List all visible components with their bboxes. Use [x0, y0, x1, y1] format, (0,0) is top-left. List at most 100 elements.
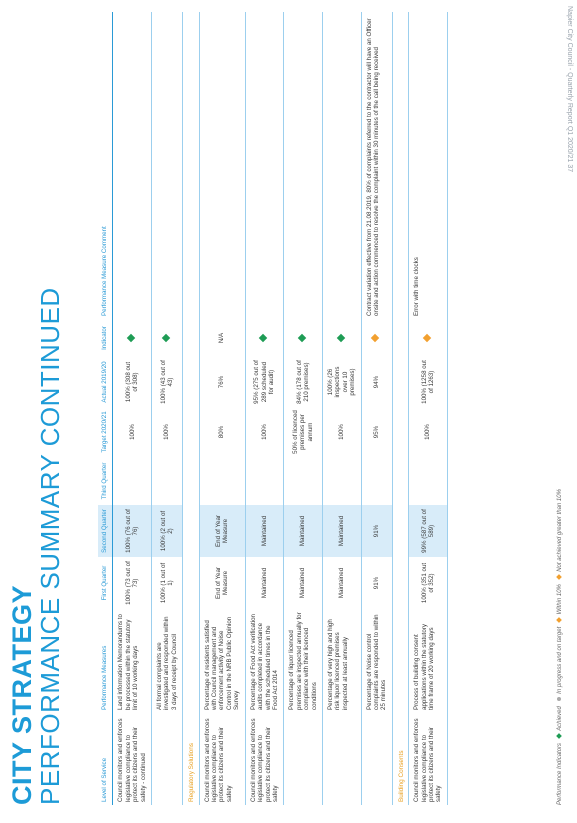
cell-q2: Maintained	[245, 505, 284, 557]
table-row: Council monitors and enforces legislativ…	[408, 12, 448, 805]
cell-indicator	[408, 319, 448, 357]
cell-actual: 100% (308 out of 308)	[112, 357, 152, 407]
cell-measure: Percentage of very high and high risk li…	[322, 609, 362, 713]
cell-measure: Percentage of residents satisfied with C…	[199, 609, 246, 713]
cell-q1: End of Year Measure	[199, 557, 246, 609]
achieved-diamond-icon	[259, 333, 268, 343]
table-row: All formal complaints are investigated a…	[151, 12, 183, 805]
cell-actual: 100% (26 inspections over 10 premises)	[322, 357, 362, 407]
cell-q2: 100% (2 out of 2)	[151, 505, 183, 557]
within-diamond-icon	[422, 333, 432, 343]
col-comment: Performance Measure Comment	[98, 12, 113, 319]
legend-label: Performance Indicators	[557, 742, 563, 805]
cell-indicator	[151, 319, 183, 357]
cell-level-of-service	[322, 713, 362, 805]
cell-comment	[283, 12, 323, 319]
achieved-diamond-icon	[336, 333, 345, 343]
cell-target: 50% of licenced premises per annum	[283, 407, 323, 457]
cell-measure: Land information Memorandums to be proce…	[112, 609, 152, 713]
cell-indicator	[283, 319, 323, 357]
legend-achieved: Achieved	[557, 706, 563, 731]
col-second-quarter: Second Quarter	[98, 505, 113, 557]
page-title: CITY STRATEGY	[7, 584, 37, 805]
legend-not-achieved: Not achieved greater than 10%	[557, 489, 563, 572]
legend-within: Within 10%	[557, 584, 563, 615]
page-header: Napier City Council - Quarterly Report Q…	[559, 6, 573, 206]
cell-target: 100%	[408, 407, 448, 457]
cell-target: 80%	[199, 407, 246, 457]
cell-actual: 100% (1258 out of 1263)	[408, 357, 448, 407]
cell-q1: 100% (73 out of 73)	[112, 557, 152, 609]
cell-q3	[245, 457, 284, 505]
cell-measure: All formal complaints are investigated a…	[151, 609, 183, 713]
section-row: Regulatory Solutions	[182, 12, 200, 805]
cell-actual: 76%	[199, 357, 246, 407]
cell-comment	[151, 12, 183, 319]
cell-measure: Percentage of Noise control complaints a…	[361, 609, 393, 713]
cell-q3	[361, 457, 393, 505]
cell-actual: 100% (43 out of 43)	[151, 357, 183, 407]
cell-level-of-service: Council monitors and enforces legislativ…	[245, 713, 284, 805]
cell-comment: Error with time clocks	[408, 12, 448, 319]
cell-q1: 100% (351 out of 352)	[408, 557, 448, 609]
cell-indicator	[112, 319, 152, 357]
table-row: Percentage of very high and high risk li…	[322, 12, 362, 805]
col-actual: Actual 2019/20	[98, 357, 113, 407]
cell-target: 100%	[112, 407, 152, 457]
cell-target: 95%	[361, 407, 393, 457]
legend-achieved-icon	[556, 733, 563, 740]
cell-measure: Percentage of liquor licenced premises a…	[283, 609, 323, 713]
cell-q2: Maintained	[283, 505, 323, 557]
cell-target: 100%	[151, 407, 183, 457]
cell-q1: 100% (1 out of 1)	[151, 557, 183, 609]
report-name: Napier City Council - Quarterly Report Q…	[566, 6, 573, 163]
cell-q2: 99% (587 out of 589)	[408, 505, 448, 557]
col-target: Target 2020/21	[98, 407, 113, 457]
legend-not-achieved-icon	[556, 574, 563, 581]
section-label: Building Consents	[392, 12, 409, 805]
cell-q2: Maintained	[322, 505, 362, 557]
cell-actual: 95% (275 out of 289 scheduled for audit)	[245, 357, 284, 407]
section-label: Regulatory Solutions	[182, 12, 200, 805]
col-performance-measures: Performance Measures	[98, 609, 113, 713]
cell-comment	[322, 12, 362, 319]
cell-q1: Maintained	[245, 557, 284, 609]
cell-q3	[151, 457, 183, 505]
cell-measure: Percentage of Food Act verification audi…	[245, 609, 284, 713]
indicator-legend: Performance Indicators Achieved In progr…	[556, 489, 563, 805]
table-row: Percentage of liquor licenced premises a…	[283, 12, 323, 805]
table-row: Council monitors and enforces legislativ…	[199, 12, 246, 805]
cell-comment	[199, 12, 246, 319]
table-row: Council monitors and enforces legislativ…	[245, 12, 284, 805]
cell-q3	[283, 457, 323, 505]
cell-q2: End of Year Measure	[199, 505, 246, 557]
performance-table: Level of Service Performance Measures Fi…	[98, 12, 448, 805]
cell-q2: 100% (76 out of 76)	[112, 505, 152, 557]
cell-comment	[245, 12, 284, 319]
cell-q2: 91%	[361, 505, 393, 557]
cell-level-of-service: Council monitors and enforces legislativ…	[112, 713, 152, 805]
achieved-diamond-icon	[161, 333, 171, 343]
achieved-diamond-icon	[297, 333, 307, 343]
cell-comment	[112, 12, 152, 319]
cell-actual: 84% (178 out of 210 premises)	[283, 357, 323, 407]
section-row: Building Consents	[392, 12, 409, 805]
cell-indicator	[361, 319, 393, 357]
cell-comment: Contract variation effective from 21.08.…	[361, 12, 393, 319]
cell-level-of-service: Council monitors and enforces legislativ…	[408, 713, 448, 805]
cell-q3	[112, 457, 152, 505]
legend-within-icon	[556, 617, 563, 623]
cell-level-of-service	[361, 713, 393, 805]
col-third-quarter: Third Quarter	[98, 457, 113, 505]
table-header-row: Level of Service Performance Measures Fi…	[98, 12, 113, 805]
cell-level-of-service	[283, 713, 323, 805]
within-diamond-icon	[371, 333, 380, 343]
table-row: Council monitors and enforces legislativ…	[112, 12, 152, 805]
cell-q1: Maintained	[283, 557, 323, 609]
cell-indicator	[245, 319, 284, 357]
table-row: Percentage of Noise control complaints a…	[361, 12, 393, 805]
cell-q3	[322, 457, 362, 505]
achieved-diamond-icon	[126, 333, 136, 343]
